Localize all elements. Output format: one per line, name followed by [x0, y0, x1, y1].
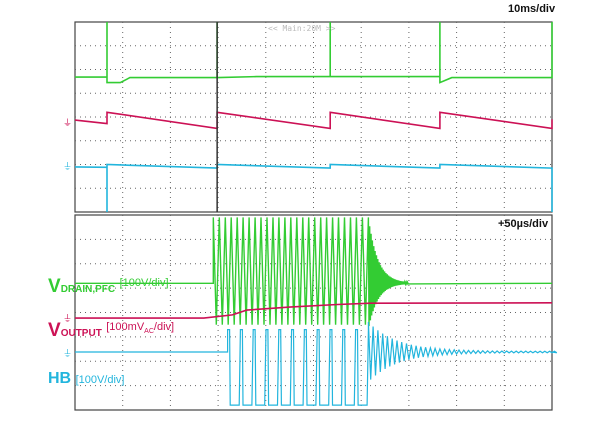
trace-top-hb — [74, 163, 553, 212]
ground-marker-icon: ⏚ — [63, 118, 72, 129]
vdrain-label: VDRAIN,PFC [100V/div] — [48, 276, 169, 297]
ground-marker-icon: ⏚ — [63, 162, 72, 173]
trace-hb — [75, 321, 558, 406]
bottom-timebase-label: +50µs/div — [498, 218, 549, 230]
ground-marker-icon: ⏚ — [63, 313, 72, 324]
hb-label: HB [100V/div] — [48, 370, 125, 387]
voutput-label: VOUTPUT [100mVAC/div] — [48, 320, 175, 341]
trace-top-voutput — [74, 111, 553, 130]
top-timebase-label: 10ms/div — [508, 3, 556, 15]
trace-voutput — [75, 301, 553, 319]
trace-vdrain-pfc — [75, 217, 553, 327]
main-banner: << Main:20M >> — [268, 24, 336, 33]
ground-marker-icon: ⏚ — [63, 349, 72, 360]
trace-top-vdrainpfc — [75, 22, 553, 84]
